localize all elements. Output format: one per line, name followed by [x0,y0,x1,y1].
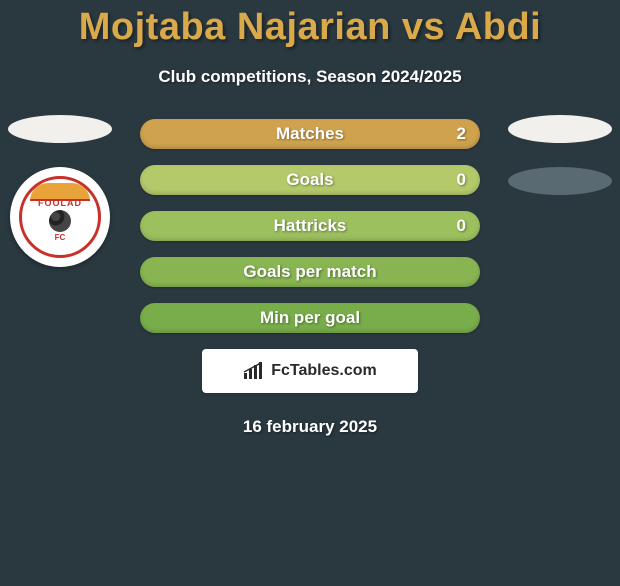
right-ellipse-placeholder-2 [508,167,612,195]
subtitle: Club competitions, Season 2024/2025 [0,67,620,87]
stat-label: Min per goal [260,308,360,328]
stat-label: Goals per match [243,262,376,282]
club-badge-arc [30,183,90,201]
stat-value: 0 [457,170,466,190]
stat-bar-goals-per-match: Goals per match [140,257,480,287]
stat-bar-goals: Goals 0 [140,165,480,195]
attribution-text: FcTables.com [271,362,377,380]
right-ellipse-placeholder-1 [508,115,612,143]
soccer-ball-icon [49,210,71,232]
stat-label: Hattricks [274,216,347,236]
club-badge-subtext: FC [55,233,66,242]
stat-bar-matches: Matches 2 [140,119,480,149]
left-ellipse-placeholder [8,115,112,143]
bar-chart-icon [243,362,265,380]
stat-label: Goals [286,170,333,190]
date-label: 16 february 2025 [0,417,620,437]
page-title: Mojtaba Najarian vs Abdi [0,6,620,49]
attribution-badge: FcTables.com [202,349,418,393]
stat-value: 0 [457,216,466,236]
stat-bars: Matches 2 Goals 0 Hattricks 0 Goals per … [140,119,480,333]
stat-bar-min-per-goal: Min per goal [140,303,480,333]
stat-label: Matches [276,124,344,144]
club-badge: FOOLAD FC [10,167,110,267]
left-team-logos: FOOLAD FC [8,115,112,267]
stat-bar-hattricks: Hattricks 0 [140,211,480,241]
stat-value: 2 [457,124,466,144]
club-badge-inner: FOOLAD FC [19,176,101,258]
right-team-logos [508,115,612,219]
comparison-content: FOOLAD FC Matches 2 Goals 0 Hattricks 0 … [0,119,620,437]
